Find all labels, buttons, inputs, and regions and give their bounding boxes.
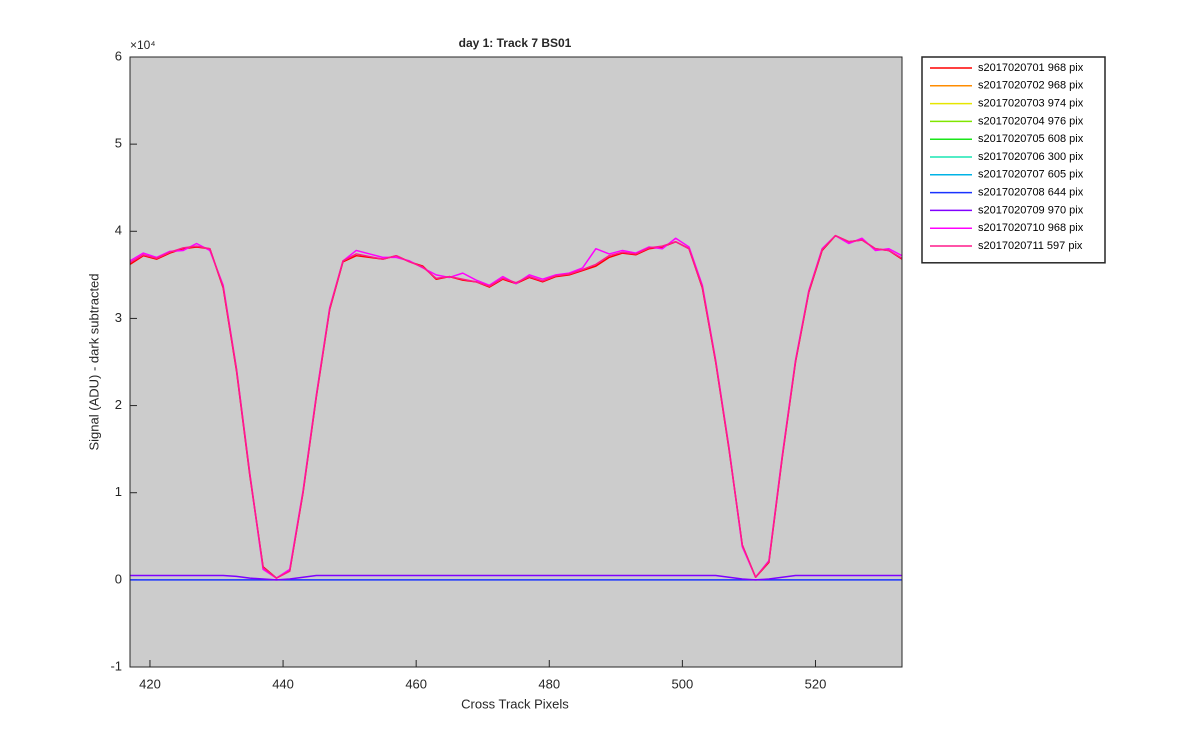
- y-tick-label: 4: [115, 223, 122, 238]
- x-tick-label: 420: [139, 676, 161, 691]
- plot-area: [130, 57, 902, 667]
- legend-label: s2017020703 974 pix: [978, 98, 1084, 110]
- y-axis-label: Signal (ADU) - dark subtracted: [86, 273, 101, 450]
- y-tick-label: -1: [110, 658, 122, 673]
- y-tick-label: 0: [115, 571, 122, 586]
- x-axis-label: Cross Track Pixels: [461, 696, 569, 711]
- chart-title: day 1: Track 7 BS01: [459, 36, 572, 50]
- y-axis-exponent: ×10⁴: [130, 38, 156, 52]
- legend-label: s2017020709 970 pix: [978, 204, 1084, 216]
- legend-label: s2017020708 644 pix: [978, 187, 1084, 199]
- y-tick-label: 3: [115, 310, 122, 325]
- legend-label: s2017020705 608 pix: [978, 133, 1084, 145]
- series-line: [130, 574, 902, 581]
- x-tick-label: 440: [272, 676, 294, 691]
- series-line: [129, 234, 903, 579]
- legend-label: s2017020710 968 pix: [978, 222, 1084, 234]
- y-tick-label: 5: [115, 136, 122, 151]
- y-tick-label: 1: [115, 484, 122, 499]
- x-tick-label: 520: [805, 676, 827, 691]
- x-tick-label: 500: [672, 676, 694, 691]
- legend-label: s2017020711 597 pix: [978, 240, 1083, 252]
- legend-label: s2017020704 976 pix: [978, 115, 1084, 127]
- y-tick-label: 6: [115, 48, 122, 63]
- legend-label: s2017020706 300 pix: [978, 151, 1084, 163]
- legend-label: s2017020701 968 pix: [978, 62, 1084, 74]
- legend-label: s2017020707 605 pix: [978, 169, 1084, 181]
- axes-box: [129, 56, 903, 668]
- x-tick-label: 480: [538, 676, 560, 691]
- legend: s2017020701 968 pix s2017020702 968 pix s2…: [921, 56, 1106, 264]
- y-tick-label: 2: [115, 397, 122, 412]
- x-tick-label: 460: [405, 676, 427, 691]
- legend-label: s2017020702 968 pix: [978, 80, 1084, 92]
